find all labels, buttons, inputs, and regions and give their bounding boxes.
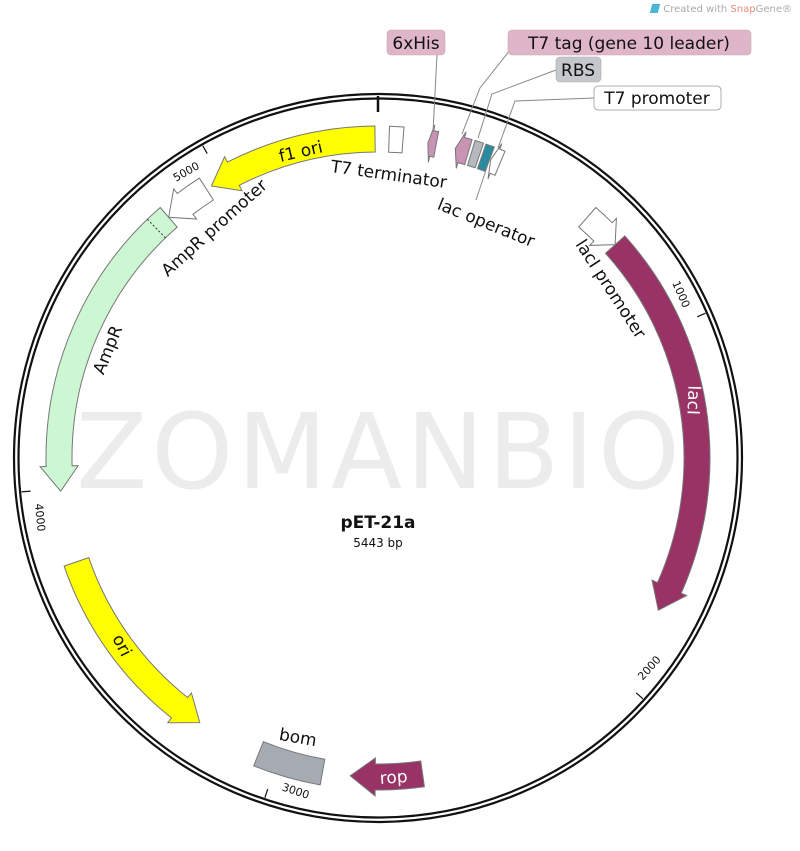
label-bom: bom: [278, 725, 319, 751]
plasmid-name: pET-21a: [340, 513, 415, 533]
tick-3000: [264, 788, 269, 798]
callout-6xhis[interactable]: 6xHis: [386, 29, 446, 56]
feature-6xhis[interactable]: [427, 124, 440, 163]
callout-rbs[interactable]: RBS: [555, 56, 602, 83]
feature-t7-tag-gene-10-leader[interactable]: [454, 131, 473, 169]
label-laci: lacI: [682, 385, 703, 415]
callout-t7tag[interactable]: T7 tag (gene 10 leader): [507, 29, 752, 56]
tick-5000: [202, 145, 208, 154]
feature-t7-terminator[interactable]: [388, 125, 405, 154]
label-6xhis: 6xHis: [392, 34, 439, 54]
feature-f1-ori[interactable]: [210, 125, 376, 192]
tick-label-4000: 4000: [32, 503, 48, 532]
feature-bom[interactable]: [253, 741, 326, 786]
plasmid-size: 5443 bp: [353, 536, 403, 550]
label-t7terminator: T7 terminator: [328, 157, 448, 193]
feature-t7-promoter[interactable]: [487, 143, 506, 180]
feature-ampr[interactable]: [39, 206, 178, 493]
snapgene-credit: Created with SnapGene®: [650, 4, 792, 15]
tick-1000: [696, 312, 706, 318]
ampr-signal-divider: [147, 218, 166, 239]
leader-line-t7promoter: [497, 97, 595, 149]
leader-line-lacoperator: [475, 166, 488, 201]
watermark: ZOMANBIO: [76, 391, 684, 513]
tick-4000: [21, 490, 31, 493]
leader-line-t7tag: [461, 49, 511, 135]
feature-laci[interactable]: [604, 235, 711, 612]
label-rbs: RBS: [561, 61, 595, 81]
tick-2000: [635, 692, 644, 700]
feature-rop[interactable]: [349, 757, 425, 798]
label-rop: rop: [379, 767, 408, 789]
leader-line-rbs: [477, 69, 557, 139]
leader-line-6xhis: [432, 54, 438, 133]
features: [39, 124, 711, 798]
backbone-outer-strand: [12, 92, 744, 824]
callout-t7promoter[interactable]: T7 promoter: [593, 85, 722, 111]
feature-ori[interactable]: [63, 556, 201, 724]
feature-laci-promoter[interactable]: [578, 206, 617, 246]
label-t7promoter: T7 promoter: [603, 89, 710, 109]
label-t7tag: T7 tag (gene 10 leader): [527, 34, 730, 54]
feature-rbs[interactable]: [466, 139, 485, 169]
label-lacoperator: lac operator: [434, 195, 537, 252]
tick-label-3000: 3000: [280, 781, 311, 802]
backbone: [12, 92, 744, 824]
tick-label-2000: 2000: [635, 653, 663, 682]
feature-ampr-promoter[interactable]: [168, 177, 215, 220]
